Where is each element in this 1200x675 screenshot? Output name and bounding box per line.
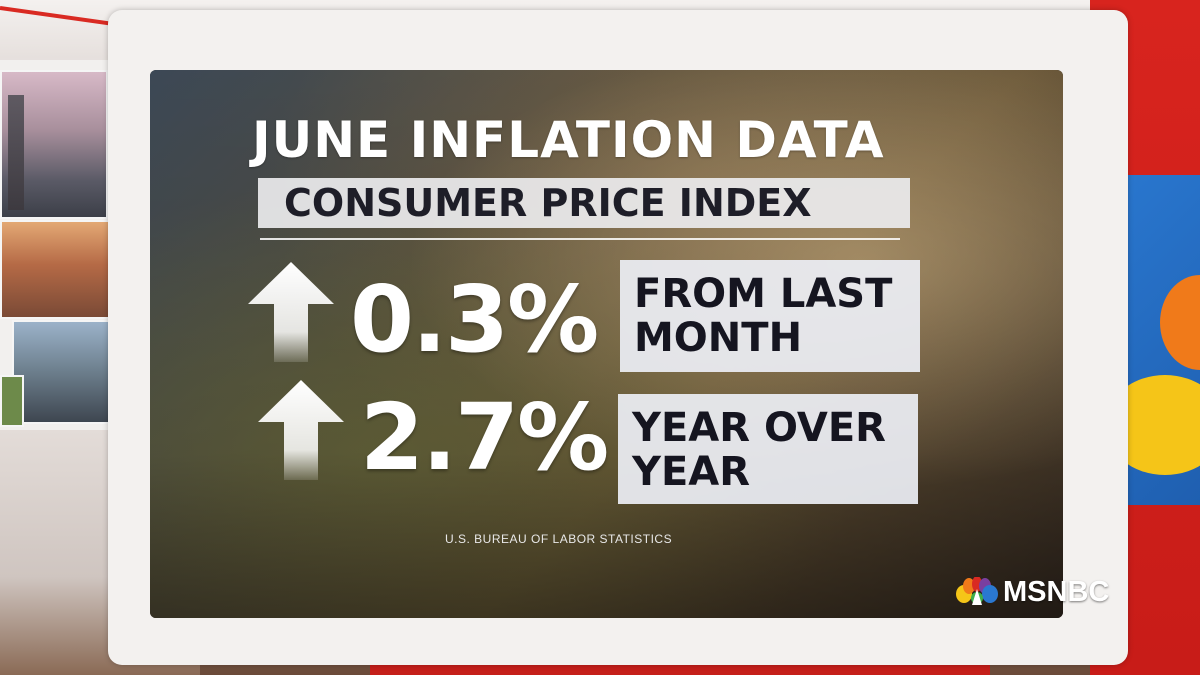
graphic-subtitle: CONSUMER PRICE INDEX — [284, 181, 812, 225]
yearly-change-value: 2.7% — [360, 384, 609, 491]
up-arrow-icon — [248, 262, 334, 362]
network-logo: MSNBC — [955, 575, 1155, 609]
monthly-change-value: 0.3% — [350, 266, 599, 373]
monitor-screen: JUNE INFLATION DATA CONSUMER PRICE INDEX… — [150, 70, 1063, 618]
graphic-title: JUNE INFLATION DATA — [252, 111, 885, 169]
data-source: U.S. BUREAU OF LABOR STATISTICS — [445, 532, 673, 546]
subtitle-box — [258, 178, 910, 228]
title-divider — [260, 238, 900, 240]
yearly-change-label: YEAR OVER YEAR — [632, 405, 886, 495]
city-photo-park — [0, 375, 24, 427]
yearly-label-box — [618, 394, 918, 504]
monthly-label-box — [620, 260, 920, 372]
peacock-icon — [956, 577, 998, 605]
city-photo-sunset — [0, 220, 114, 319]
empire-state-building-shape — [8, 95, 24, 210]
monthly-change-label: FROM LAST MONTH — [634, 271, 893, 361]
logo-wordmark: MSNBC — [1003, 576, 1110, 608]
up-arrow-icon — [258, 380, 344, 480]
